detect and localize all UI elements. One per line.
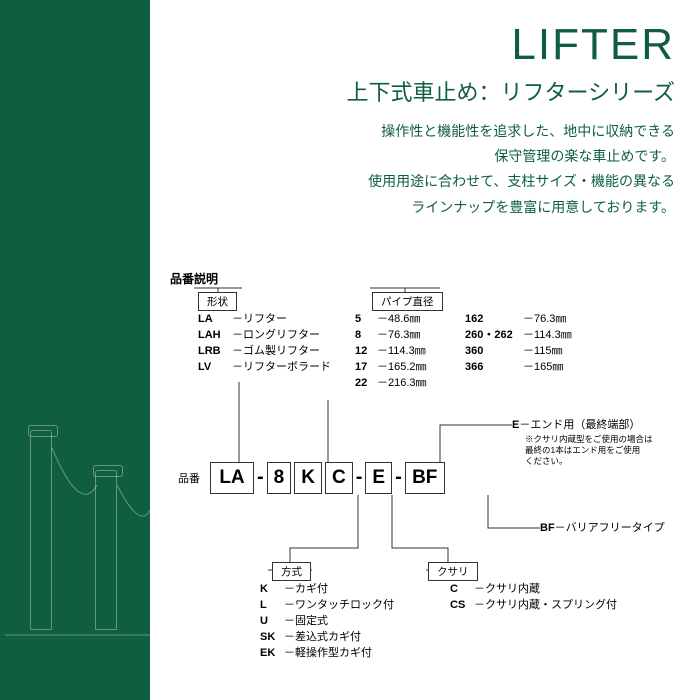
example-label: 品番 [178, 470, 200, 486]
example-row: LA - 8 K C - E - BF [210, 462, 445, 494]
pipe-list-left: 5－48.6㎜ 8－76.3㎜ 12－114.3㎜ 17－165.2㎜ 22－2… [355, 312, 427, 392]
title-jp: 上下式車止め：リフターシリーズ [160, 75, 675, 107]
title-en: LIFTER [160, 20, 675, 70]
shape-label: 形状 [198, 292, 237, 311]
pipe-label: パイプ直径 [372, 292, 443, 311]
chain-list: C－クサリ内蔵 CS－クサリ内蔵・スプリング付 [450, 582, 617, 614]
description: 操作性と機能性を追求した、地中に収納できる 保守管理の楽な車止めです。 使用用途… [160, 119, 675, 220]
sidebar-illustration [0, 0, 150, 700]
end-note: ※クサリ内蔵型をご使用の場合は 最終の1本はエンド用をご使用 ください。 [525, 434, 653, 467]
method-list: K－カギ付 L－ワンタッチロック付 U－固定式 SK－差込式カギ付 EK－軽操作… [260, 582, 394, 662]
chain-label: クサリ [428, 562, 478, 581]
bf-label: BF－バリアフリータイプ [540, 521, 665, 537]
part-number-diagram: 品番説明 形状 LA－リフター LAH－ロングリフター LRB－ゴム製リフター … [160, 270, 680, 670]
end-label: E－エンド用（最終端部） [512, 418, 640, 434]
method-label: 方式 [272, 562, 311, 581]
pipe-list-right: 162－76.3㎜ 260・262－114.3㎜ 360－115㎜ 366－16… [465, 312, 572, 376]
section-title: 品番説明 [170, 270, 218, 287]
shape-list: LA－リフター LAH－ロングリフター LRB－ゴム製リフター LV－リフターボ… [198, 312, 331, 376]
